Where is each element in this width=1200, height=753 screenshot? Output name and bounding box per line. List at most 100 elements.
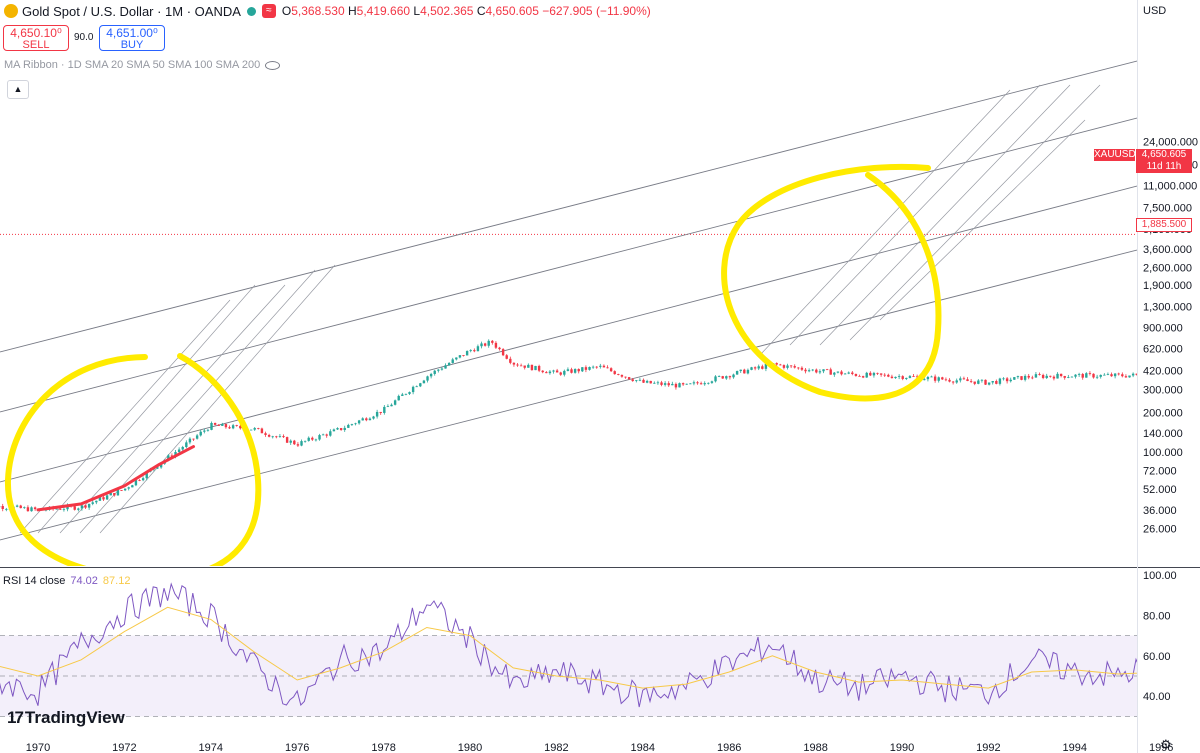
chart-header: Gold Spot / U.S. Dollar · 1M · OANDA ≈ O… xyxy=(0,0,651,22)
candle xyxy=(1005,378,1009,382)
price-tick-label: 300.000 xyxy=(1143,385,1183,397)
candle xyxy=(422,380,426,384)
fan-line[interactable] xyxy=(59,284,286,534)
market-status-icon[interactable] xyxy=(246,6,256,16)
price-tick-label: 140.000 xyxy=(1143,428,1183,440)
sell-button[interactable]: 4,650.10⁰ SELL xyxy=(3,25,69,51)
candle xyxy=(995,381,998,384)
fan-line[interactable] xyxy=(99,264,336,534)
candle xyxy=(599,365,602,367)
candle xyxy=(300,441,303,446)
candle xyxy=(1049,375,1052,377)
candle xyxy=(714,376,717,382)
price-tick-label: 1,300.000 xyxy=(1143,302,1192,314)
candle xyxy=(851,372,854,375)
candle xyxy=(213,422,217,425)
symbol-title[interactable]: Gold Spot / U.S. Dollar · 1M · OANDA xyxy=(22,3,241,19)
fan-line[interactable] xyxy=(819,84,1071,346)
fan-line[interactable] xyxy=(849,84,1101,341)
candle xyxy=(487,340,490,346)
candle xyxy=(638,379,642,381)
candle xyxy=(505,355,508,359)
rsi-line xyxy=(0,582,1137,708)
candle xyxy=(372,416,375,419)
price-tick-label: 11,000.000 xyxy=(1143,181,1197,193)
candle xyxy=(203,430,206,432)
tradingview-mark-icon: 17 xyxy=(7,708,24,727)
candle xyxy=(23,507,26,509)
candle xyxy=(1092,373,1095,378)
candle xyxy=(973,381,976,384)
candle xyxy=(390,404,393,407)
ma-ribbon-legend[interactable]: MA Ribbon · 1D SMA 20 SMA 50 SMA 100 SMA… xyxy=(4,59,281,71)
candle xyxy=(19,505,22,509)
channel-line[interactable] xyxy=(0,185,1137,483)
highlight-path[interactable] xyxy=(36,445,195,512)
candle xyxy=(260,428,264,434)
rsi-tick-label: 40.00 xyxy=(1143,691,1171,703)
candle xyxy=(5,508,8,510)
candle xyxy=(743,369,746,374)
channel-line[interactable] xyxy=(0,117,1137,413)
time-tick-label: 1986 xyxy=(717,742,741,753)
candle xyxy=(915,376,919,378)
candle xyxy=(498,347,501,350)
approx-icon[interactable]: ≈ xyxy=(261,4,276,18)
candle xyxy=(465,351,469,356)
candle xyxy=(786,365,789,368)
candle xyxy=(789,365,793,367)
candle xyxy=(393,400,397,405)
yellow-circle-annotation[interactable] xyxy=(4,353,262,578)
time-tick-label: 1994 xyxy=(1063,742,1087,753)
candle xyxy=(483,343,487,346)
bar-countdown-label: 11d 11h xyxy=(1136,161,1192,173)
candle xyxy=(415,386,418,388)
candle xyxy=(516,364,519,366)
candle xyxy=(1106,374,1110,376)
candle xyxy=(217,424,220,426)
time-tick-label: 1996 xyxy=(1149,742,1173,753)
candle xyxy=(959,378,962,381)
fan-line[interactable] xyxy=(37,284,256,534)
candle xyxy=(109,493,112,496)
candle xyxy=(444,365,447,369)
candle xyxy=(1186,378,1188,382)
fan-line[interactable] xyxy=(789,84,1041,346)
candle xyxy=(1182,378,1184,379)
candle xyxy=(1193,384,1195,385)
yellow-circle-annotation[interactable] xyxy=(721,163,942,402)
chevron-up-icon: ▲ xyxy=(13,84,23,94)
price-tick-label: 1,900.000 xyxy=(1143,280,1192,292)
candle xyxy=(332,429,336,432)
symbol-price-tag: XAUUSD xyxy=(1094,149,1136,161)
candle xyxy=(123,488,127,491)
candle xyxy=(1103,374,1106,376)
hidden-eye-icon[interactable] xyxy=(265,60,281,70)
collapse-legend-button[interactable]: ▲ xyxy=(7,80,29,99)
candle xyxy=(473,350,476,352)
candle xyxy=(944,379,948,381)
price-tick-label: 26.000 xyxy=(1143,523,1177,535)
fan-line[interactable] xyxy=(759,89,1011,356)
channel-line[interactable] xyxy=(0,60,1137,353)
time-tick-label: 1984 xyxy=(631,742,655,753)
currency-label[interactable]: USD xyxy=(1143,5,1167,17)
candle xyxy=(177,449,181,452)
settings-gear-icon[interactable]: ⚙ xyxy=(1160,737,1172,752)
candle xyxy=(480,343,483,347)
candle xyxy=(336,428,339,430)
fan-line[interactable] xyxy=(879,119,1086,321)
candle xyxy=(707,382,710,384)
candle xyxy=(1023,375,1027,380)
rsi-legend[interactable]: RSI 14 close 74.02 87.12 xyxy=(3,575,131,587)
channel-line[interactable] xyxy=(0,249,1137,541)
candle xyxy=(696,382,699,384)
buy-button[interactable]: 4,651.00⁰ BUY xyxy=(99,25,165,51)
candle xyxy=(912,376,915,377)
candle xyxy=(127,487,130,489)
candle xyxy=(1016,376,1020,378)
fan-line[interactable] xyxy=(19,299,231,534)
candle xyxy=(95,500,98,503)
last-price-label: 4,650.605 xyxy=(1136,149,1192,161)
